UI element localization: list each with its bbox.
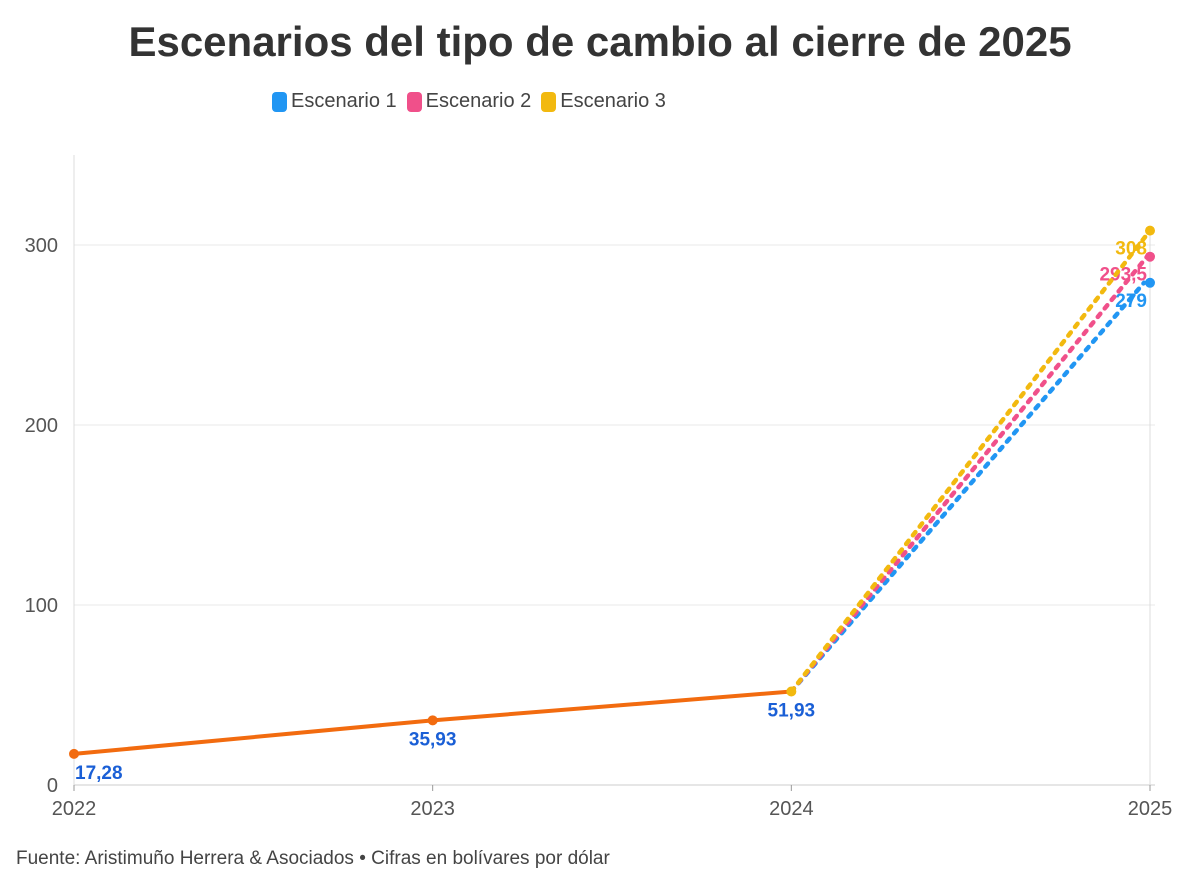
scenario-line-2: [789, 254, 1150, 694]
x-tick-label: 2025: [1128, 798, 1173, 820]
legend-item-escenario-3[interactable]: Escenario 3: [541, 90, 666, 113]
chart-title: Escenarios del tipo de cambio al cierre …: [128, 18, 1072, 65]
scenario-point-1: [1145, 277, 1155, 288]
legend-label: Escenario 3: [560, 90, 666, 112]
historical-point: [427, 715, 438, 726]
legend-label: Escenario 1: [291, 90, 397, 112]
historical-point: [786, 686, 797, 697]
x-tick-label: 2023: [410, 798, 455, 820]
scenario-line-3: [789, 228, 1153, 694]
scenario-line-1: [789, 280, 1147, 694]
historical-label: 51,93: [768, 701, 816, 722]
legend-swatch: [272, 91, 287, 112]
legend: Escenario 1 Escenario 2 Escenario 3: [272, 90, 666, 113]
legend-swatch: [541, 91, 557, 112]
y-tick-label: 0: [47, 775, 58, 797]
source-note: Fuente: Aristimuño Herrera & Asociados •…: [16, 848, 610, 869]
scenario-point-2: [1145, 251, 1155, 262]
historical-label: 35,93: [409, 729, 457, 750]
x-tick-label: 2022: [52, 798, 97, 820]
historical-label: 17,28: [75, 763, 123, 784]
y-tick-label: 200: [25, 415, 58, 437]
y-tick-label: 100: [25, 595, 58, 617]
x-tick-label: 2024: [769, 798, 814, 820]
legend-item-escenario-2[interactable]: Escenario 2: [406, 90, 532, 113]
legend-item-escenario-1[interactable]: Escenario 1: [272, 90, 397, 113]
scenario-point-3: [1145, 225, 1155, 236]
y-tick-label: 300: [25, 235, 58, 257]
scenario-label-3: 308: [1115, 239, 1147, 260]
scenario-label-1: 279: [1115, 291, 1147, 312]
legend-label: Escenario 2: [425, 90, 532, 112]
legend-swatch: [406, 91, 422, 112]
historical-point: [69, 748, 79, 759]
